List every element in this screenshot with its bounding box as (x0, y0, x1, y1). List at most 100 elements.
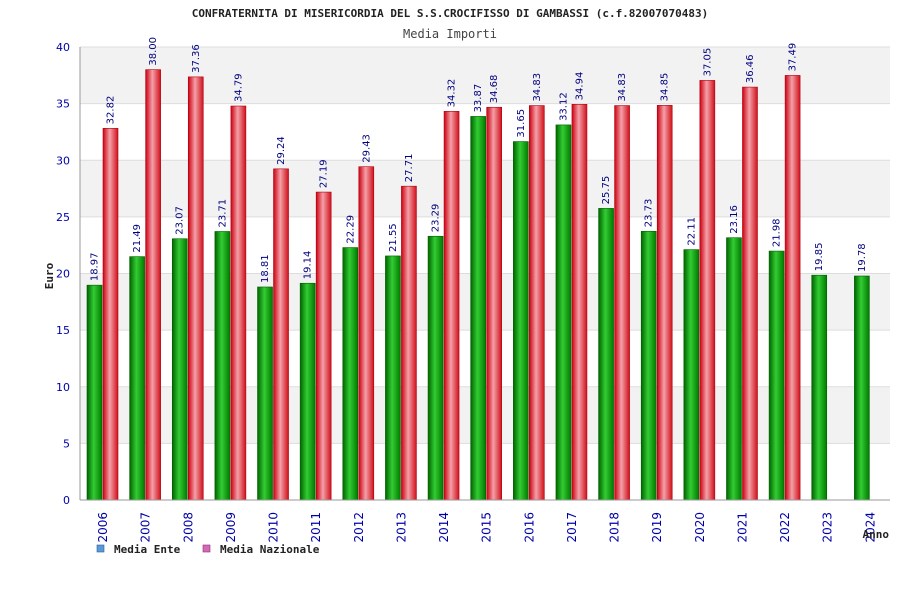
value-label: 34.85 (660, 73, 671, 102)
value-label: 27.71 (404, 154, 415, 183)
value-label: 22.11 (686, 217, 697, 246)
value-label: 23.73 (644, 199, 655, 228)
value-label: 34.32 (447, 79, 458, 108)
value-label: 19.14 (303, 251, 314, 280)
x-tick-label: 2009 (224, 512, 238, 543)
value-label: 29.24 (276, 136, 287, 165)
bar-nazionale (187, 76, 204, 501)
value-label: 37.49 (788, 43, 799, 72)
y-tick-label: 20 (56, 268, 70, 281)
bar-nazionale (443, 111, 460, 501)
value-label: 21.98 (772, 218, 783, 247)
value-label: 19.78 (857, 243, 868, 272)
bar-ente (385, 255, 401, 501)
bar-ente (811, 274, 828, 501)
x-tick-label: 2022 (778, 512, 792, 543)
bar-nazionale (102, 128, 119, 501)
x-tick-label: 2010 (267, 512, 281, 543)
value-label: 37.05 (702, 48, 713, 77)
bar-ente (342, 247, 359, 501)
x-tick-label: 2006 (96, 512, 110, 543)
bar-ente (683, 249, 700, 501)
bar-nazionale (784, 75, 801, 501)
value-label: 36.46 (745, 54, 756, 83)
bar-nazionale (273, 168, 289, 501)
value-label: 19.85 (814, 243, 825, 272)
value-label: 34.83 (617, 73, 628, 102)
y-axis-ticks: 0 5 10 15 20 25 30 35 40 (56, 41, 70, 507)
bar-nazionale (486, 106, 502, 501)
x-tick-label: 2008 (181, 512, 195, 543)
bar-ente (129, 256, 145, 501)
bar-nazionale (315, 191, 332, 501)
value-label: 34.94 (574, 72, 585, 101)
legend-label-ente: Media Ente (114, 543, 181, 556)
y-tick-label: 10 (56, 381, 70, 394)
value-label: 27.19 (319, 159, 330, 188)
value-label: 18.81 (260, 254, 271, 283)
bar-ente (598, 208, 614, 501)
bar-ente (726, 237, 742, 501)
bar-ente (299, 282, 316, 501)
x-tick-label: 2019 (650, 512, 664, 543)
bar-nazionale (742, 86, 758, 501)
bar-nazionale (571, 104, 588, 501)
y-tick-label: 5 (63, 437, 70, 450)
value-label: 21.49 (132, 224, 143, 253)
bar-nazionale (656, 105, 673, 501)
x-tick-label: 2020 (693, 512, 707, 543)
legend: Media Ente Media Nazionale (96, 543, 320, 556)
chart-title: CONFRATERNITA DI MISERICORDIA DEL S.S.CR… (192, 7, 709, 20)
value-label: 38.00 (148, 37, 159, 66)
value-label: 34.68 (489, 75, 500, 104)
value-label: 25.75 (601, 176, 612, 205)
y-tick-label: 30 (56, 154, 70, 167)
value-label: 37.36 (191, 44, 202, 73)
value-label: 32.82 (106, 96, 117, 125)
x-axis-ticks: 2006 2007 2008 2009 2010 2011 2012 2013 2014 2015… (96, 512, 877, 543)
value-label: 23.07 (175, 206, 186, 235)
bar-ente (640, 230, 657, 501)
x-tick-label: 2011 (309, 512, 323, 543)
x-tick-label: 2007 (139, 512, 153, 543)
value-label: 34.79 (233, 73, 244, 102)
bar-nazionale (401, 185, 417, 501)
bar-ente (470, 116, 486, 501)
value-label: 33.87 (473, 84, 484, 113)
x-tick-label: 2017 (565, 512, 579, 543)
value-label: 34.83 (532, 73, 543, 102)
bar-nazionale (145, 69, 161, 501)
bar-nazionale (529, 105, 545, 501)
bar-nazionale (230, 105, 247, 501)
y-tick-label: 25 (56, 211, 70, 224)
bar-ente (214, 231, 231, 501)
y-tick-label: 35 (56, 98, 70, 111)
y-tick-label: 40 (56, 41, 70, 54)
bar-ente (513, 141, 529, 501)
x-tick-label: 2023 (821, 512, 835, 543)
bar-nazionale (358, 166, 375, 501)
bar-ente (427, 235, 444, 501)
y-axis-label: Euro (43, 262, 56, 289)
x-tick-label: 2015 (480, 512, 494, 543)
chart-subtitle: Media Importi (403, 27, 497, 41)
bar-nazionale (699, 80, 716, 501)
value-label: 21.55 (388, 223, 399, 252)
bar-ente (86, 284, 103, 501)
value-label: 18.97 (90, 253, 101, 282)
legend-label-nazionale: Media Nazionale (220, 543, 320, 556)
bar-ente (768, 250, 785, 501)
y-tick-label: 0 (63, 494, 70, 507)
value-label: 31.65 (516, 109, 527, 138)
legend-swatch-ente (96, 544, 105, 553)
value-labels: 18.97 32.82 21.49 38.00 23.07 37.36 23.71 34.79… (90, 37, 868, 283)
x-axis-label: Anno (863, 528, 890, 541)
x-tick-label: 2014 (437, 512, 451, 543)
value-label: 23.29 (431, 204, 442, 233)
x-tick-label: 2021 (735, 512, 749, 543)
bar-ente (257, 286, 273, 501)
x-tick-label: 2016 (522, 512, 536, 543)
x-tick-label: 2013 (394, 512, 408, 543)
x-tick-label: 2018 (608, 512, 622, 543)
